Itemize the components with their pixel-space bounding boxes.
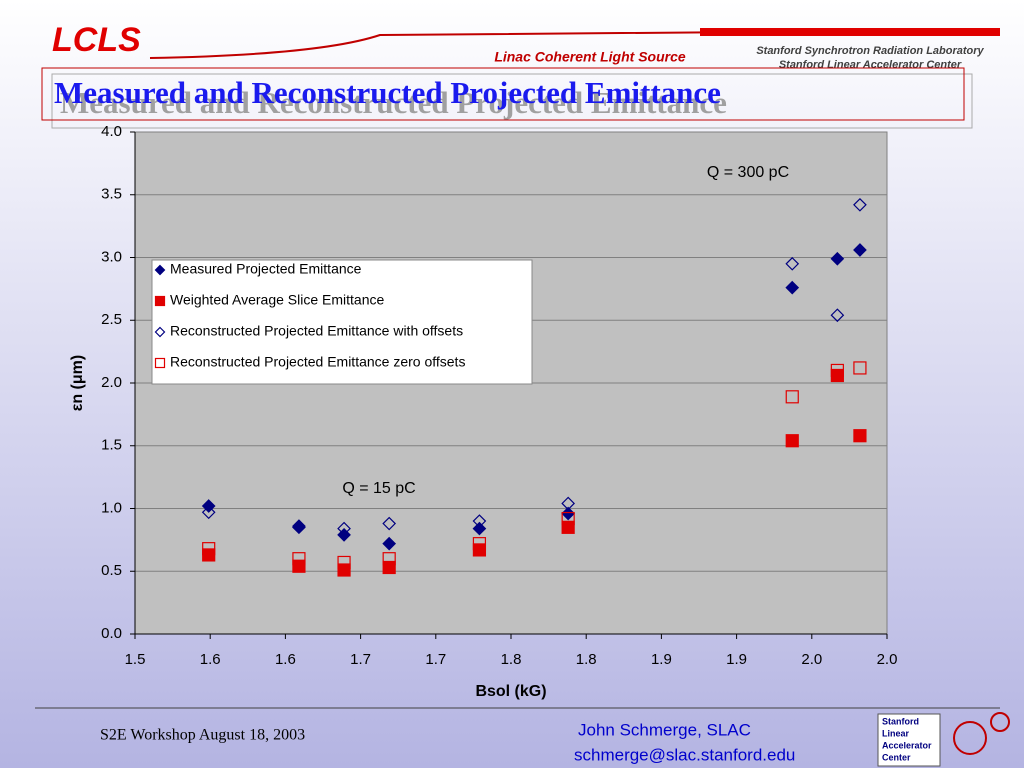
point xyxy=(785,280,800,295)
point xyxy=(830,251,845,266)
annotation: Q = 15 pC xyxy=(342,480,415,497)
point xyxy=(853,429,867,443)
x-tick-label: 2.0 xyxy=(877,651,898,668)
legend-label: Reconstructed Projected Emittance zero o… xyxy=(170,354,465,370)
y-axis-label: εn (μm) xyxy=(69,355,86,411)
x-tick-label: 1.8 xyxy=(576,651,597,668)
point xyxy=(337,555,351,570)
annotation: Q = 300 pC xyxy=(707,164,789,181)
y-tick-label: 3.5 xyxy=(101,186,122,203)
point xyxy=(830,308,845,323)
point xyxy=(830,363,844,378)
point xyxy=(785,256,800,271)
point xyxy=(853,243,867,257)
point xyxy=(292,552,306,566)
x-tick-label: 2.0 xyxy=(801,651,822,668)
point xyxy=(561,511,575,526)
point xyxy=(201,505,216,520)
ssrl-logo xyxy=(990,712,1010,732)
legend-label: Reconstructed Projected Emittance with o… xyxy=(170,323,463,339)
ssrl-logo xyxy=(953,721,987,755)
legend-marker xyxy=(154,295,166,307)
point xyxy=(382,560,396,575)
title-shadow: Measured and Reconstructed Projected Emi… xyxy=(60,85,727,120)
legend xyxy=(151,259,533,385)
point xyxy=(337,563,351,577)
x-tick-label: 1.7 xyxy=(425,651,446,668)
point xyxy=(292,520,306,535)
event: S2E Workshop August 18, 2003 xyxy=(100,727,305,744)
legend-label: Weighted Average Slice Emittance xyxy=(170,292,384,308)
point xyxy=(785,390,799,404)
legend-marker xyxy=(154,264,166,276)
point xyxy=(472,521,487,536)
title-frame xyxy=(51,73,973,129)
x-axis-label: Bsol (kG) xyxy=(475,683,546,700)
email: schmerge@slac.stanford.edu xyxy=(574,745,795,764)
logo-line: Accelerator xyxy=(882,740,932,750)
x-tick-label: 1.7 xyxy=(350,651,371,668)
institution: Stanford Synchrotron Radiation Laborator… xyxy=(756,45,984,57)
author: John Schmerge, SLAC xyxy=(578,720,751,739)
point xyxy=(472,514,487,528)
point xyxy=(830,368,844,383)
lab-name: Linac Coherent Light Source xyxy=(494,49,686,65)
logo: LCLS xyxy=(52,21,141,59)
point xyxy=(202,542,216,556)
point xyxy=(382,516,397,531)
x-tick-label: 1.5 xyxy=(125,651,146,668)
y-tick-label: 1.0 xyxy=(101,499,122,516)
y-tick-label: 1.5 xyxy=(101,437,122,454)
header-swoosh xyxy=(149,29,1001,59)
header-stripe xyxy=(700,28,1000,36)
institution: Stanford Linear Accelerator Center xyxy=(779,59,962,71)
x-tick-label: 1.6 xyxy=(275,651,296,668)
title-frame xyxy=(41,67,965,121)
logo-line: Linear xyxy=(882,728,910,738)
y-tick-label: 0.5 xyxy=(101,562,122,579)
legend-marker xyxy=(154,357,166,369)
legend-label: Measured Projected Emittance xyxy=(170,261,362,277)
chart: 0.0 0.5 1.0 1.5 2.0 2.5 3.0 3.5 4.0 1.5 1.6 1.6 1.7 1… xyxy=(69,123,897,700)
point xyxy=(382,536,397,551)
y-tick-label: 3.0 xyxy=(101,248,122,265)
point xyxy=(853,361,867,375)
x-tick-label: 1.9 xyxy=(651,651,672,668)
point xyxy=(292,519,306,533)
footer-logo xyxy=(877,713,941,767)
point xyxy=(561,496,576,511)
x-tick-label: 1.8 xyxy=(501,651,522,668)
y-tick-label: 4.0 xyxy=(101,123,122,140)
logo-line: Stanford xyxy=(882,716,919,726)
logo-line: Center xyxy=(882,752,911,762)
x-tick-label: 1.6 xyxy=(200,651,221,668)
point xyxy=(561,506,576,521)
point xyxy=(337,521,351,536)
point xyxy=(785,434,799,448)
point xyxy=(382,552,396,566)
x-tick-label: 1.9 xyxy=(726,651,747,668)
y-tick-label: 2.0 xyxy=(101,374,122,391)
point xyxy=(472,537,487,551)
legend-marker xyxy=(154,326,166,338)
y-tick-label: 2.5 xyxy=(101,311,122,328)
y-tick-label: 0.0 xyxy=(101,625,122,642)
point xyxy=(561,520,575,534)
point xyxy=(853,197,867,212)
title: Measured and Reconstructed Projected Emi… xyxy=(54,75,721,110)
point xyxy=(292,559,306,573)
